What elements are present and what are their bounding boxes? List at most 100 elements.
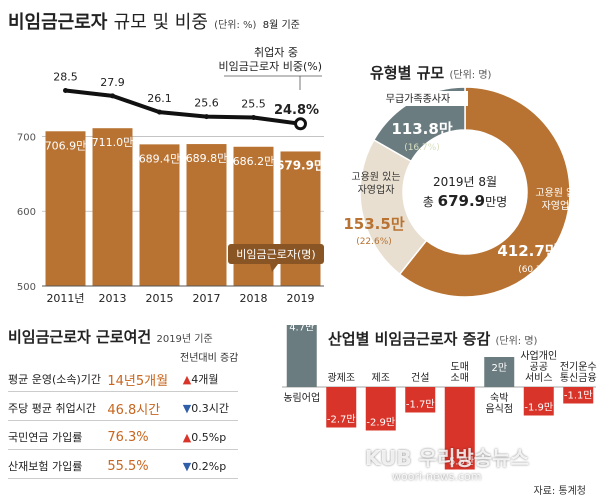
x-tick-label: 2015 [146,292,174,305]
industry-category-label: 서비스 [525,372,553,384]
condition-label: 주당 평균 취업시간 [8,402,96,415]
conditions-row: 국민연금 가입률 76.3% ▲0.5%p [8,425,238,450]
condition-change: ▲0.5%p [182,430,227,444]
donut-slice [359,138,428,276]
bar-callout-box [228,244,324,264]
condition-change: ▲4개월 [182,373,219,386]
share-value-label: 28.5 [53,71,78,84]
bar-value-label: 689.4만 [139,152,181,165]
donut-slice-name: 자영업자 [542,199,579,212]
x-tick-label: 2018 [240,292,268,305]
bar-callout: 비임금근로자(명) [236,248,315,261]
down-arrow-icon: ▼ [182,402,192,415]
share-point [63,88,68,93]
conditions-title: 비임금근로자 근로여건 2019년 기준 [8,328,213,346]
industry-value-label: -2.7만 [327,414,356,426]
industry-category-label: 도매 [451,361,469,373]
y-tick-label: 600 [17,207,36,218]
title-basis: 8월 기준 [262,20,300,31]
condition-value: 55.5% [107,458,149,474]
share-point [294,117,307,131]
industry-bar [405,387,436,413]
industry-bar [444,387,475,470]
industry-category-label: 전기운수 [560,361,597,373]
industry-bar [286,325,317,387]
watermark: KUB 우리방송뉴스 [365,446,529,470]
industry-value-label: 4.7만 [289,325,314,334]
x-tick-label: 2011년 [46,292,84,305]
up-arrow-icon: ▲ [182,373,192,386]
x-tick-label: 2013 [99,292,127,305]
share-value-label: 27.9 [100,76,125,89]
industry-bar [326,387,357,428]
industry-bar [563,387,594,404]
x-tick-label: 2019 [287,292,315,305]
donut-slice-value: 153.5만 [343,215,404,233]
donut-center-total: 총 679.9만명 [423,192,507,210]
bar-value-label: 706.9만 [45,139,87,152]
x-tick-label: 2017 [193,292,221,305]
conditions-row: 주당 평균 취업시간 46.8시간 ▼0.3시간 [8,396,238,421]
line-callout: 취업자 중 [254,46,298,59]
donut-slice [398,86,571,298]
share-point [110,93,115,99]
donut-slice-value: 113.8만 [391,120,452,138]
industry-bar [484,357,515,387]
industry-category-label: 소매 [451,372,469,384]
donut-slice-name: 고용원 없는 [535,186,584,199]
industry-bar [523,387,554,416]
donut-slice-pct: (60.7%) [518,265,554,275]
industry-category-label: 농림어업 [283,391,320,404]
bar-value-label: 679.9만 [276,157,325,172]
conditions-row: 산재보험 가입률 55.5% ▼0.2%p [8,454,238,479]
industry-category-label: 광제조 [327,372,355,384]
bar [186,144,227,286]
bar [92,128,133,286]
industry-title: 산업별 비임금근로자 증감 (단위: 명) [328,330,538,348]
watermark-url: woori-news.com [392,470,482,483]
donut-slice-name: 무급가족종사자 [386,93,450,105]
industry-category-label: 공공 [530,361,548,373]
share-point [157,109,162,115]
industry-value-label: 2만 [491,362,507,374]
y-tick-label: 700 [17,132,36,143]
share-value-label: 26.1 [147,92,172,105]
industry-category-label: 통신금융 [560,372,597,384]
title-unit: (단위: %) [214,20,257,31]
source-note: 자료: 통계청 [533,486,586,497]
industry-category-label: 숙박 [490,392,508,404]
share-point [251,115,256,120]
page-title: 비임금근로자 규모 및 비중 (단위: %) 8월 기준 [8,8,300,34]
size-share-chart: 700 600 500 706.9만 2011년 711.0만 2013 689.4만 2015… [17,46,325,305]
condition-value: 14년5개월 [107,373,169,389]
condition-value: 76.3% [107,429,149,445]
industry-bar [365,387,396,431]
bar-value-label: 711.0만 [92,136,134,149]
industry-value-label: -1.9만 [524,402,553,414]
bar [45,131,86,286]
down-arrow-icon: ▼ [182,459,192,473]
conditions-change-header: 전년대비 증감 [180,353,239,364]
bar-value-label: 689.8만 [186,152,228,165]
share-line [65,88,301,126]
bar-value-label: 686.2만 [233,155,275,168]
share-value-label: 25.5 [241,98,266,111]
donut-name-bg [368,91,468,106]
title-main: 비임금근로자 [8,12,108,33]
conditions-row: 평균 운영(소속)기간 14년5개월 ▲4개월 [8,367,238,392]
donut-slice-value: 412.7만 [497,242,558,260]
bar [139,144,180,286]
share-value-label: 25.6 [194,97,219,110]
condition-value: 46.8시간 [107,402,161,418]
industry-category-label: 제조 [372,372,390,384]
condition-label: 평균 운영(소속)기간 [8,373,102,386]
condition-label: 국민연금 가입률 [8,431,83,444]
condition-change: ▼0.3시간 [182,402,229,415]
title-sub: 규모 및 비중 [113,12,208,33]
industry-value-label: -2.9만 [366,417,395,429]
donut-center-date: 2019년 8월 [433,175,497,189]
up-arrow-icon: ▲ [182,430,192,444]
line-callout: 비임금근로자 비중(%) [219,60,323,73]
